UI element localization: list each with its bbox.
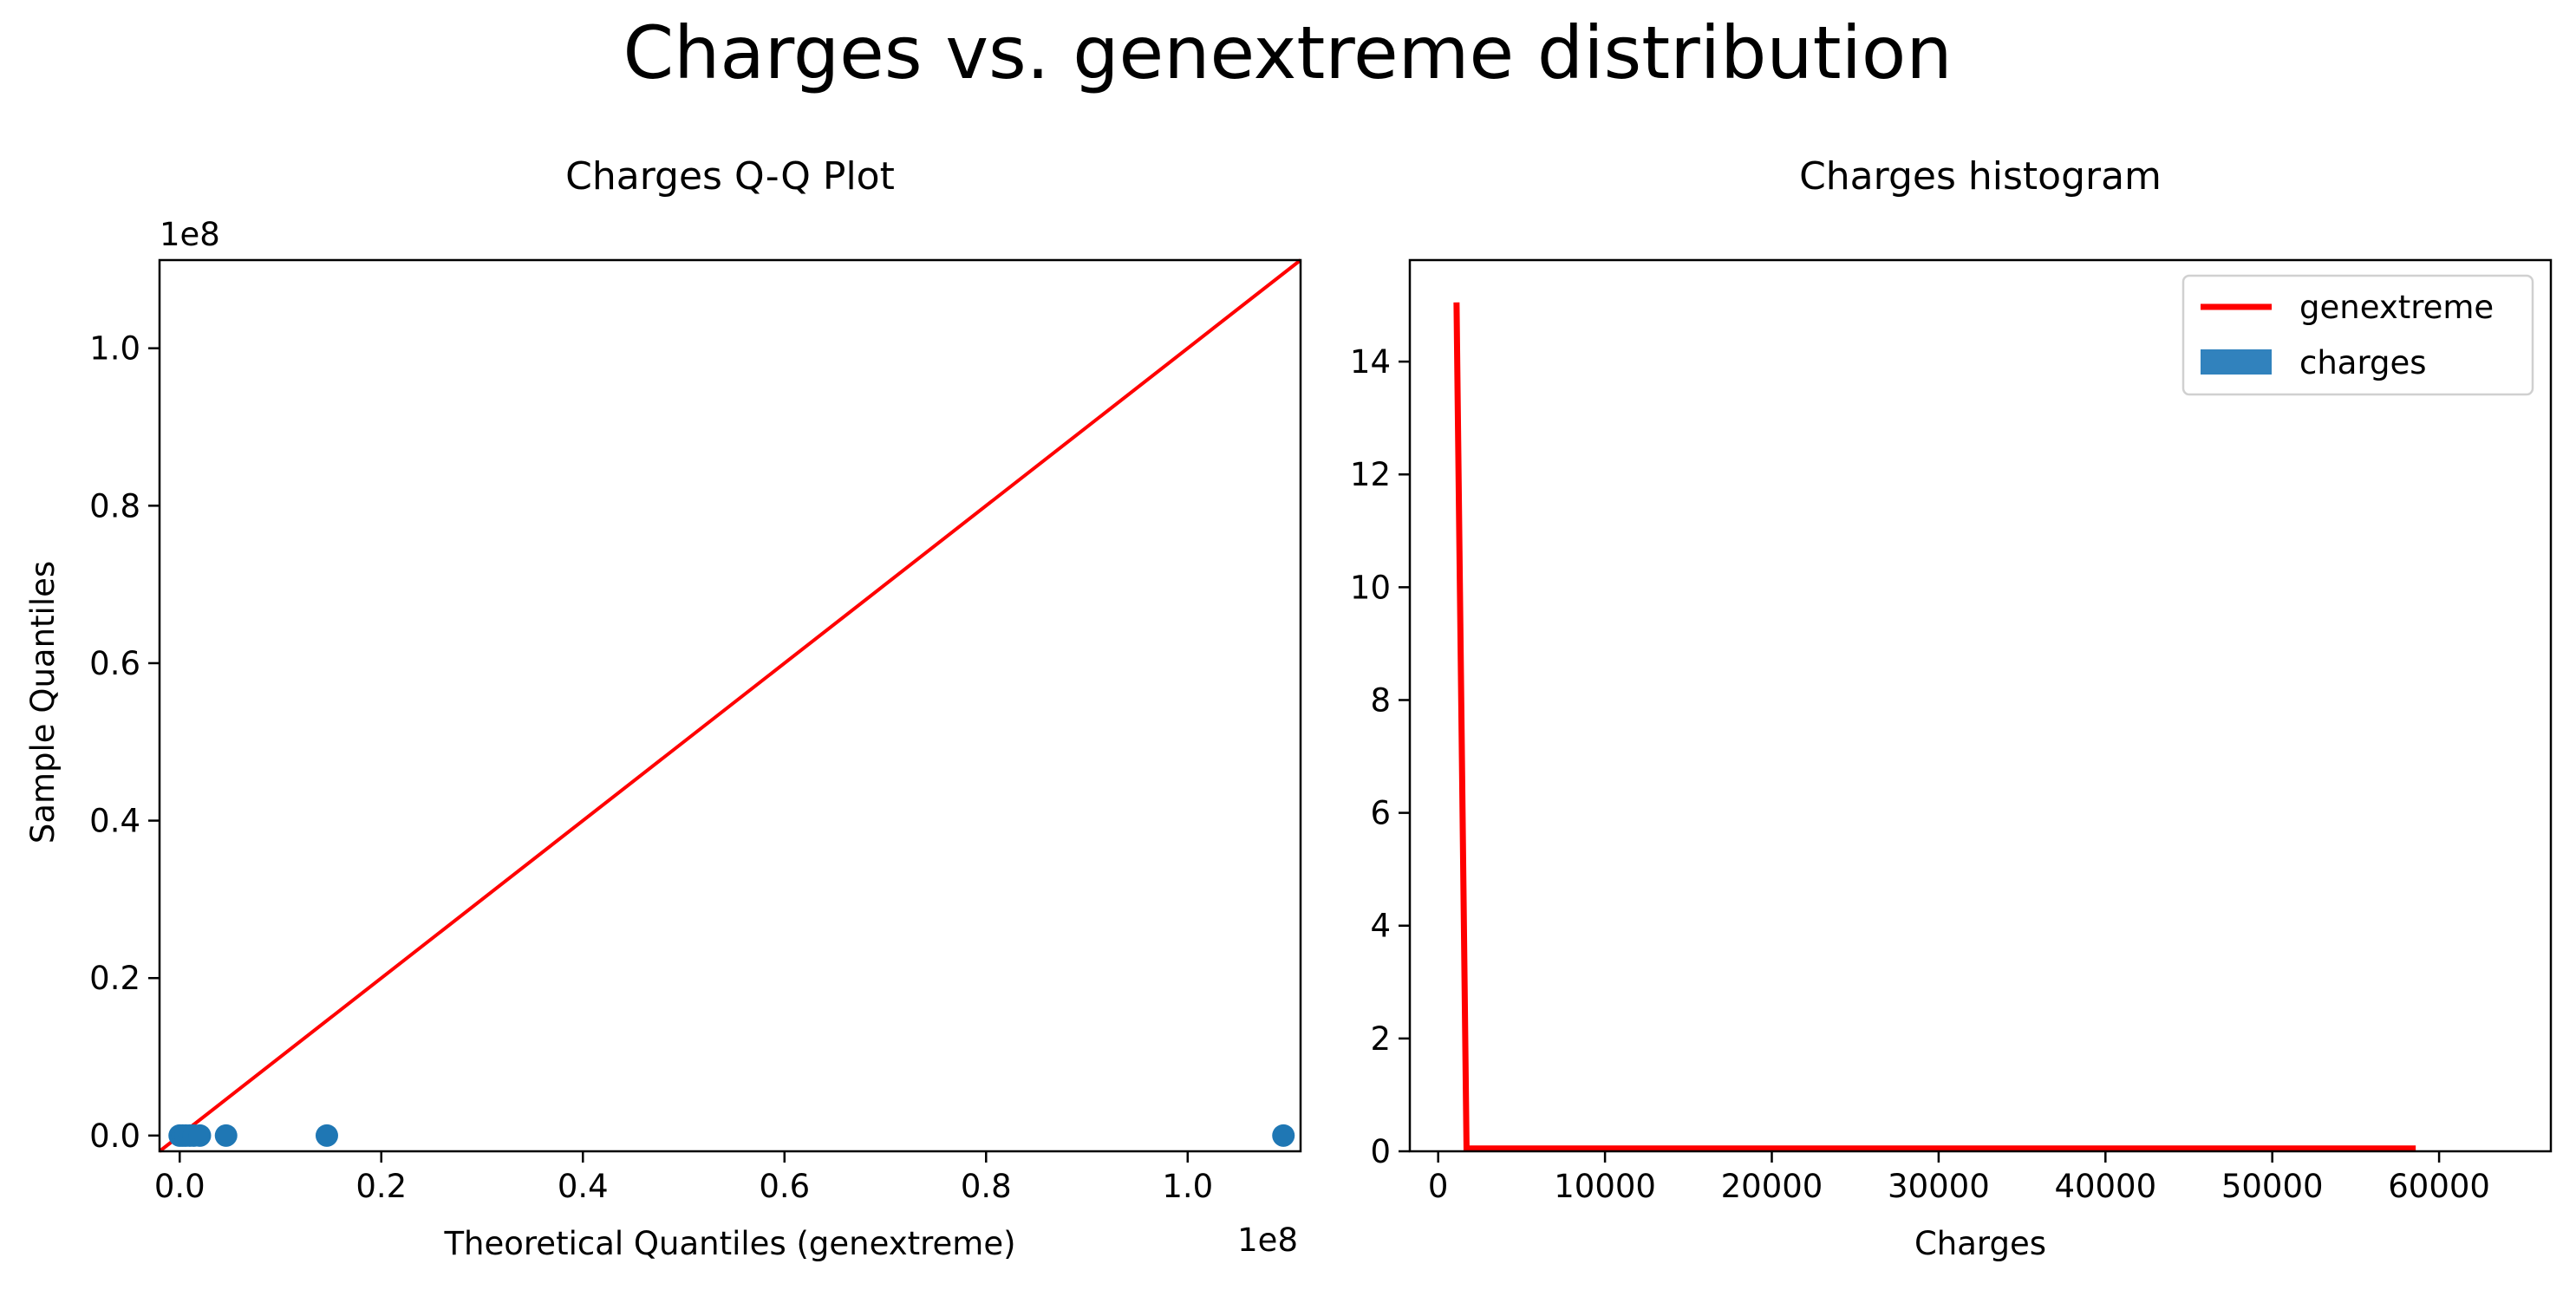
qq-y-axis-label: Sample Quantiles — [24, 561, 62, 844]
histogram-x-tick-label: 60000 — [2388, 1168, 2490, 1205]
histogram-x-tick-label: 0 — [1428, 1168, 1449, 1205]
qq-x-tick-label: 0.0 — [154, 1168, 205, 1205]
legend-genextreme-label: genextreme — [2299, 289, 2494, 326]
qq-reference-line — [158, 258, 1302, 1153]
histogram-y-tick-label: 14 — [1350, 343, 1391, 381]
legend-charges-label: charges — [2299, 344, 2427, 381]
qq-x-offset-label: 1e8 — [1237, 1222, 1298, 1259]
qq-x-tick-label: 0.4 — [558, 1168, 609, 1205]
qq-point — [1272, 1124, 1295, 1147]
histogram-x-axis-label: Charges — [1914, 1225, 2046, 1262]
qq-x-axis-label: Theoretical Quantiles (genextreme) — [443, 1225, 1015, 1262]
histogram-x-tick-label: 10000 — [1554, 1168, 1656, 1205]
genextreme-fit-line — [1453, 302, 2416, 1152]
histogram-title: Charges histogram — [1799, 154, 2162, 199]
histogram-y-tick-label: 4 — [1370, 908, 1391, 945]
qq-y-offset-label: 1e8 — [160, 216, 220, 253]
qq-plot-title: Charges Q-Q Plot — [565, 154, 895, 199]
histogram-ticks: 0 10000 20000 30000 40000 50000 60000 0 2 4 6 8 10 12… — [1350, 343, 2490, 1205]
qq-plot-panel: Charges Q-Q Plot 1e8 1e8 Sample Quantile… — [24, 154, 1302, 1262]
qq-x-tick-label: 0.8 — [961, 1168, 1012, 1205]
histogram-y-tick-label: 12 — [1350, 456, 1391, 493]
legend: genextreme charges — [2181, 274, 2534, 396]
histogram-y-tick-label: 8 — [1370, 681, 1391, 719]
qq-y-tick-label: 0.2 — [89, 960, 140, 997]
qq-points — [168, 1124, 1295, 1147]
histogram-x-tick-label: 40000 — [2054, 1168, 2156, 1205]
histogram-x-tick-label: 20000 — [1721, 1168, 1823, 1205]
qq-point — [315, 1124, 338, 1147]
histogram-x-tick-label: 30000 — [1888, 1168, 1990, 1205]
legend-charges-swatch — [2201, 349, 2272, 375]
qq-y-tick-label: 0.8 — [89, 487, 140, 524]
figure-title: Charges vs. genextreme distribution — [623, 10, 1952, 95]
histogram-y-tick-label: 0 — [1370, 1133, 1391, 1170]
histogram-y-tick-label: 10 — [1350, 569, 1391, 606]
histogram-panel: Charges histogram Charges 0 10000 20000 300… — [1350, 154, 2553, 1262]
qq-plot-frame — [158, 258, 1302, 1153]
qq-point — [214, 1124, 238, 1147]
histogram-frame — [1408, 258, 2553, 1153]
qq-y-tick-label: 0.0 — [89, 1117, 140, 1155]
qq-x-tick-label: 0.6 — [759, 1168, 810, 1205]
qq-y-tick-label: 1.0 — [89, 330, 140, 368]
qq-ticks: 0.0 0.2 0.4 0.6 0.8 1.0 0.0 0.2 0.4 0.6 0.8 1.0 — [89, 330, 1213, 1205]
qq-x-tick-label: 0.2 — [355, 1168, 407, 1205]
qq-y-tick-label: 0.4 — [89, 803, 140, 840]
histogram-y-tick-label: 6 — [1370, 795, 1391, 832]
qq-y-tick-label: 0.6 — [89, 645, 140, 682]
histogram-y-tick-label: 2 — [1370, 1020, 1391, 1058]
histogram-x-tick-label: 50000 — [2221, 1168, 2324, 1205]
qq-point — [188, 1124, 212, 1147]
qq-x-tick-label: 1.0 — [1162, 1168, 1213, 1205]
